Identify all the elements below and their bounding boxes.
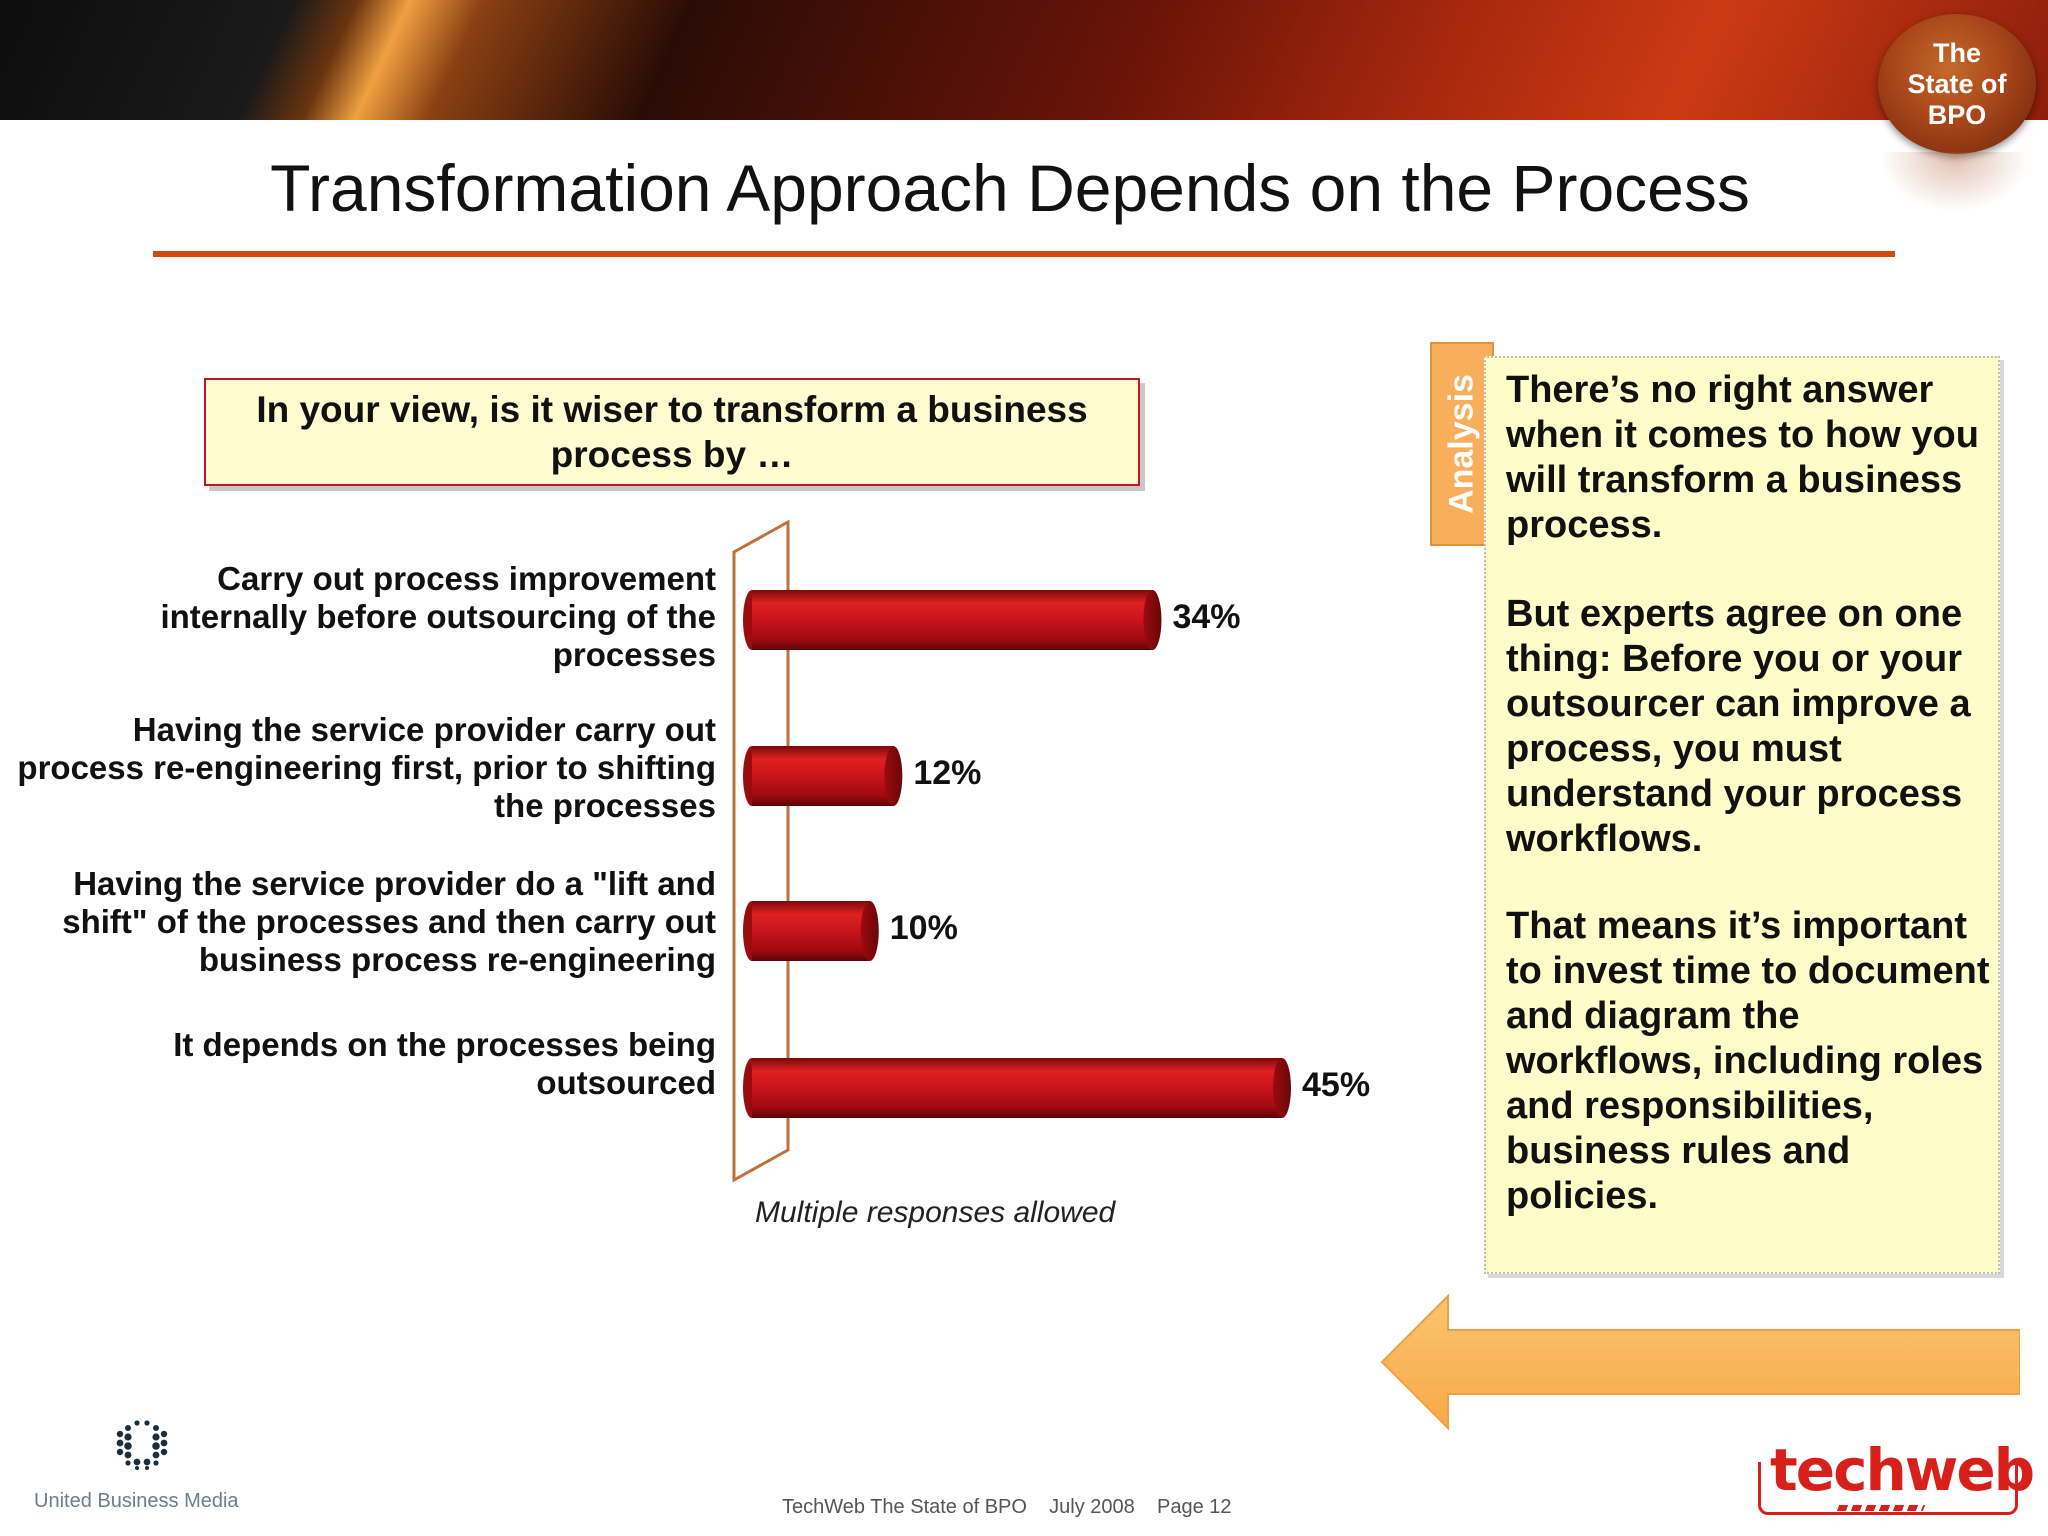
techweb-logo-bracket [1758, 1462, 2018, 1515]
left-arrow-icon [1380, 1294, 2020, 1430]
state-of-bpo-badge: The State of BPO [1878, 14, 2036, 154]
analysis-paragraph-2: But experts agree on one thing: Before y… [1506, 593, 1971, 860]
analysis-paragraph-3: That means it’s important to invest time… [1506, 905, 1990, 1217]
bar-1-end-cap [1143, 590, 1162, 650]
bar-2 [743, 746, 903, 806]
bar-2-body [752, 746, 894, 806]
category-label-line: outsourced [536, 1064, 716, 1101]
category-label-line: Carry out process improvement [217, 560, 716, 597]
category-label-2: Having the service provider carry out pro… [17, 711, 716, 825]
category-label-1: Carry out process improvement internally … [160, 560, 716, 674]
bar-4 [743, 1058, 1291, 1118]
bar-3 [743, 901, 879, 961]
bar-4-end-cap [1273, 1058, 1291, 1118]
chart-base-wall [732, 519, 790, 1183]
category-label-line: It depends on the processes being [173, 1026, 716, 1063]
category-label-line: internally before outsourcing of the [160, 598, 716, 635]
badge-reflection [1880, 152, 2030, 212]
bar-1 [743, 590, 1162, 650]
bar-3-body [752, 901, 870, 961]
slide-title: Transformation Approach Depends on the P… [270, 151, 1750, 225]
bar-3-end-cap [860, 901, 879, 961]
badge-text: The State of BPO [1907, 37, 2007, 130]
value-label-3: 10% [889, 909, 958, 947]
category-label-3: Having the service provider do a "lift a… [62, 865, 716, 979]
footer-text: TechWeb The State of BPO July 2008 Page … [782, 1496, 1232, 1518]
chart-note: Multiple responses allowed [755, 1196, 1116, 1229]
company-name: United Business Media [34, 1490, 239, 1512]
category-label-line: shift" of the processes and then carry o… [62, 903, 716, 940]
bar-4-body [752, 1058, 1282, 1118]
bar-2-end-cap [884, 746, 903, 806]
title-underline [153, 251, 1895, 257]
category-label-line: the processes [494, 787, 716, 824]
techweb-logo-dashes [1836, 1505, 1926, 1511]
analysis-tab-label: Analysis [1442, 374, 1481, 514]
ubm-logo-icon [116, 1420, 168, 1470]
category-label-4: It depends on the processes being outsour… [173, 1026, 716, 1102]
value-label-4: 45% [1302, 1066, 1371, 1104]
value-label-1: 34% [1172, 598, 1241, 636]
header-banner [0, 0, 2048, 120]
category-label-line: Having the service provider carry out [132, 711, 716, 748]
analysis-paragraph-1: There’s no right answer when it comes to… [1506, 369, 1979, 546]
analysis-box [1484, 356, 2000, 1274]
category-label-line: business process re-engineering [198, 941, 716, 978]
bar-1-body [752, 590, 1153, 650]
category-label-line: process re-engineering first, prior to s… [17, 749, 716, 786]
survey-question: In your view, is it wiser to transform a… [204, 378, 1140, 486]
value-label-2: 12% [913, 754, 982, 792]
category-label-line: Having the service provider do a "lift a… [73, 865, 716, 902]
category-label-line: processes [552, 636, 716, 673]
techweb-logo: techweb [1770, 1436, 2035, 1504]
